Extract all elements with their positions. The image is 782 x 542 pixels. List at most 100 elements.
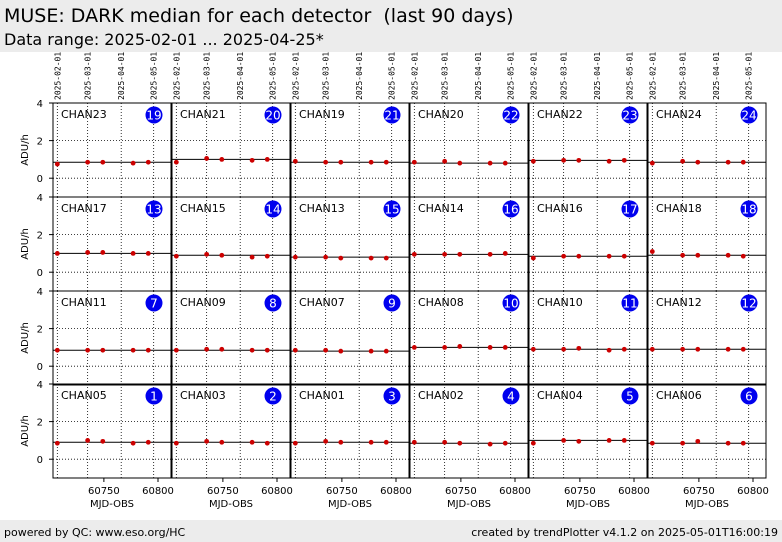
data-point	[204, 438, 210, 444]
detector-badge	[383, 294, 401, 312]
detector-badge-number: 17	[622, 203, 637, 217]
data-point	[725, 252, 731, 258]
header-bar: MUSE: DARK median for each detector (las…	[0, 0, 782, 52]
data-point	[502, 251, 508, 256]
data-point	[264, 440, 270, 446]
panel-frame	[52, 290, 172, 386]
data-point	[680, 252, 686, 258]
detector-badge	[145, 106, 163, 124]
data-point	[249, 157, 255, 163]
date-tick-label: 2025-02-01	[648, 52, 657, 100]
data-point	[292, 440, 298, 446]
x-tick-label: 60750	[683, 486, 715, 497]
detector-badge-number: 22	[503, 109, 518, 123]
data-point	[606, 347, 612, 353]
data-point	[219, 252, 225, 258]
data-point	[323, 438, 329, 444]
date-tick-label: 2025-05-01	[745, 52, 754, 100]
date-tick-label: 2025-02-01	[410, 52, 419, 100]
y-axis-label: ADU/h	[20, 322, 31, 354]
data-point	[204, 251, 210, 257]
data-point	[264, 347, 270, 353]
channel-label: CHAN24	[656, 108, 702, 121]
data-point	[383, 439, 389, 445]
data-point	[530, 158, 536, 164]
data-point	[442, 345, 448, 350]
data-point	[487, 345, 493, 350]
data-point	[292, 347, 298, 353]
detector-badge	[502, 294, 520, 312]
date-tick-label: 2025-03-01	[679, 52, 688, 100]
data-point	[338, 348, 344, 354]
channel-label: CHAN09	[180, 296, 226, 309]
date-tick-label: 2025-03-01	[322, 52, 331, 100]
y-tick-label: 2	[37, 137, 43, 148]
y-tick-label: 4	[37, 99, 43, 110]
y-axis-label: ADU/h	[20, 228, 31, 260]
panel-frame	[290, 290, 410, 386]
date-tick-label: 2025-03-01	[84, 52, 93, 100]
y-tick-label: 0	[37, 455, 43, 466]
detector-badge	[621, 200, 639, 218]
detector-badge	[383, 387, 401, 405]
detector-badge	[502, 106, 520, 124]
x-tick-label: 60800	[618, 486, 650, 497]
data-point	[740, 159, 746, 165]
detector-badge-number: 14	[265, 203, 280, 217]
channel-label: CHAN23	[61, 108, 107, 121]
data-point	[740, 440, 746, 446]
x-axis-label: MJD-OBS	[90, 499, 134, 510]
date-tick-label: 2025-03-01	[441, 52, 450, 100]
data-point	[621, 253, 627, 259]
date-tick-label: 2025-05-01	[507, 52, 516, 100]
date-tick-label: 2025-02-01	[53, 52, 62, 100]
date-tick-label: 2025-04-01	[593, 52, 602, 100]
detector-badge	[502, 387, 520, 405]
panel-frame	[171, 383, 291, 479]
detector-badge	[264, 387, 282, 405]
panel-frame	[528, 383, 648, 479]
channel-label: CHAN06	[656, 389, 702, 402]
data-point	[561, 157, 567, 163]
x-tick-label: 60800	[142, 486, 174, 497]
data-point	[323, 159, 329, 165]
detector-badge	[383, 200, 401, 218]
x-tick-label: 60750	[326, 486, 358, 497]
data-point	[695, 346, 701, 352]
y-tick-label: 4	[37, 380, 43, 391]
data-point	[502, 440, 508, 446]
panel-frame	[528, 290, 648, 386]
detector-badge	[621, 387, 639, 405]
detector-badge	[502, 200, 520, 218]
data-point	[649, 346, 655, 352]
panel-frame	[409, 290, 529, 386]
data-point	[338, 159, 344, 165]
data-point	[576, 157, 582, 163]
detector-badge-number: 4	[507, 390, 515, 404]
data-point	[561, 346, 567, 352]
data-point	[487, 160, 493, 166]
data-point	[680, 440, 686, 446]
data-point	[130, 440, 136, 446]
data-point	[411, 251, 417, 257]
data-point	[383, 159, 389, 165]
detector-badge-number: 24	[741, 109, 756, 123]
data-point	[487, 251, 493, 257]
channel-label: CHAN12	[656, 296, 702, 309]
date-tick-label: 2025-02-01	[291, 52, 300, 100]
data-point	[130, 160, 136, 166]
detector-badge	[383, 106, 401, 124]
data-point	[530, 346, 536, 352]
data-point	[130, 251, 136, 256]
detector-badge-number: 11	[622, 297, 637, 311]
x-axis-label: MJD-OBS	[328, 499, 372, 510]
channel-label: CHAN21	[180, 108, 226, 121]
detector-badge	[145, 294, 163, 312]
data-point	[173, 347, 179, 353]
detector-badge-number: 15	[384, 203, 399, 217]
y-tick-label: 2	[37, 325, 43, 336]
data-point	[368, 439, 374, 445]
data-point	[621, 346, 627, 352]
detector-badge-number: 7	[150, 297, 158, 311]
data-point	[561, 253, 567, 259]
